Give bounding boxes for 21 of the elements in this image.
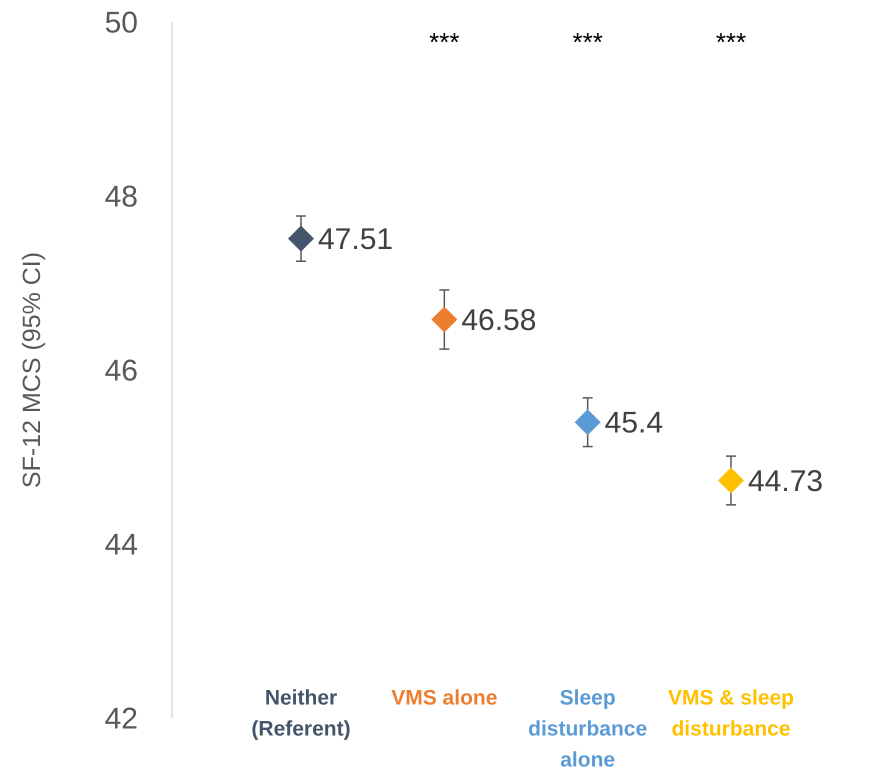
point (431, 306, 458, 333)
y-axis-title: SF-12 MCS (95% CI) (18, 252, 46, 488)
y-tick-label: 50 (104, 6, 138, 40)
y-tick-label: 48 (104, 180, 138, 214)
x-tick-label: VMS & sleep disturbance (668, 686, 794, 740)
x-tick-label: VMS alone (391, 686, 498, 710)
point (288, 226, 314, 252)
point (718, 467, 744, 494)
y-tick-label: 44 (104, 528, 138, 562)
data-label: 44.73 (748, 464, 824, 498)
data-label: 46.58 (461, 304, 536, 338)
annotation: *** (716, 27, 746, 58)
y-tick-label: 42 (104, 702, 138, 736)
annotation: *** (572, 27, 603, 58)
y-tick-label: 46 (104, 354, 138, 388)
annotation: *** (429, 27, 460, 58)
point (574, 409, 601, 436)
data-label: 45.4 (604, 406, 664, 440)
x-tick-label: Neither (Referent) (251, 686, 351, 740)
x-tick-label: Sleep disturbance alone (528, 686, 648, 769)
data-label: 47.51 (318, 223, 394, 256)
